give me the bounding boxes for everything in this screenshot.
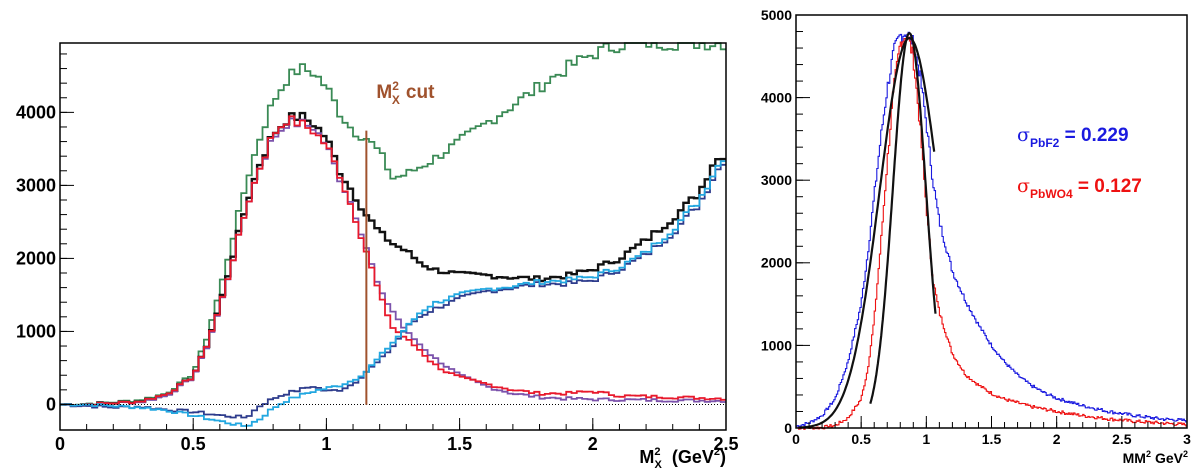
left-xlabel-unit-end: ) xyxy=(720,447,726,467)
right-xlabel-unit: GeV xyxy=(1155,450,1184,466)
right-x-tick-label: 2 xyxy=(1053,431,1061,447)
left-series-line xyxy=(60,115,726,407)
right-x-tick-label: 3 xyxy=(1183,431,1191,447)
right-y-tick-label: 5000 xyxy=(761,7,792,23)
sigma-pbf2-sub: PbF2 xyxy=(1030,136,1060,150)
sigma-pbf2-annotation: σPbF2 = 0.229 xyxy=(1017,124,1129,150)
right-fits-group xyxy=(798,32,937,429)
right-xlabel-sup: 2 xyxy=(1146,449,1151,459)
left-y-tick-label: 0 xyxy=(46,395,56,415)
left-y-tick-label: 2000 xyxy=(16,249,56,269)
sigma-pbf2-value: = 0.229 xyxy=(1059,125,1128,146)
right-x-tick-label: 0.5 xyxy=(851,431,871,447)
cut-label-rest: cut xyxy=(406,82,435,103)
left-x-tick-label: 1 xyxy=(321,434,331,454)
left-y-tick-label: 4000 xyxy=(16,103,56,123)
sigma-pbwo4-sub: PbWO4 xyxy=(1030,187,1073,201)
right-y-tick-label: 1000 xyxy=(761,337,792,353)
right-gaussian-fit-curve xyxy=(869,32,937,404)
left-series-line xyxy=(60,163,726,419)
cut-label-sup: 2 xyxy=(392,79,399,93)
cut-label-main: M xyxy=(376,82,392,103)
right-y-tick-label: 2000 xyxy=(761,255,792,271)
left-x-axis-label: M2 X (GeV2) xyxy=(639,446,726,470)
left-plot-frame xyxy=(59,42,727,431)
right-xlabel-unit-sup: 2 xyxy=(1183,449,1188,459)
sigma-pbwo4-value: = 0.127 xyxy=(1073,176,1142,197)
left-axes-group: 0 0.5 1 1.5 2 2.5 0 1000 2000 3000 4000 xyxy=(16,53,739,454)
right-y-tick-label: 0 xyxy=(784,420,792,436)
sigma-pbf2-symbol: σ xyxy=(1017,124,1030,146)
right-y-tick-label: 3000 xyxy=(761,172,792,188)
left-x-tick-label: 0.5 xyxy=(181,434,206,454)
cut-label-sub: X xyxy=(392,93,400,107)
left-x-tick-label: 2 xyxy=(588,434,598,454)
left-series-line xyxy=(60,111,726,407)
right-axes-group: 0 0.5 1 1.5 2 2.5 3 0 1000 2000 3000 4000 5000 xyxy=(761,7,1191,447)
sigma-pbwo4-symbol: σ xyxy=(1017,175,1030,197)
left-x-tick-label: 1.5 xyxy=(447,434,472,454)
right-series-group xyxy=(796,31,1187,430)
left-series-group xyxy=(60,42,726,427)
right-x-tick-label: 0 xyxy=(792,431,800,447)
left-x-tick-label: 0 xyxy=(55,434,65,454)
right-series-line xyxy=(796,36,1187,430)
right-x-axis-label: MM2 GeV2 xyxy=(1123,449,1188,466)
right-y-tick-label: 4000 xyxy=(761,90,792,106)
left-xlabel-unit: (GeV xyxy=(672,447,714,467)
right-series-line xyxy=(796,31,1187,428)
left-xlabel-unit-sup: 2 xyxy=(714,446,720,458)
left-xlabel-sub: X xyxy=(655,459,663,470)
left-xlabel-main: M xyxy=(639,447,654,467)
sigma-pbwo4-annotation: σPbWO4 = 0.127 xyxy=(1017,175,1142,201)
left-y-tick-label: 1000 xyxy=(16,322,56,342)
left-y-tick-label: 3000 xyxy=(16,176,56,196)
left-series-line xyxy=(60,160,726,427)
right-xlabel-main: MM xyxy=(1123,450,1146,466)
left-xlabel-sup: 2 xyxy=(654,446,660,458)
right-x-tick-label: 1.5 xyxy=(982,431,1002,447)
right-gaussian-fit-curve xyxy=(798,36,936,429)
left-x-tick-label: 2.5 xyxy=(713,434,738,454)
right-plot-frame xyxy=(795,14,1188,429)
right-x-tick-label: 2.5 xyxy=(1112,431,1132,447)
right-x-tick-label: 1 xyxy=(922,431,930,447)
